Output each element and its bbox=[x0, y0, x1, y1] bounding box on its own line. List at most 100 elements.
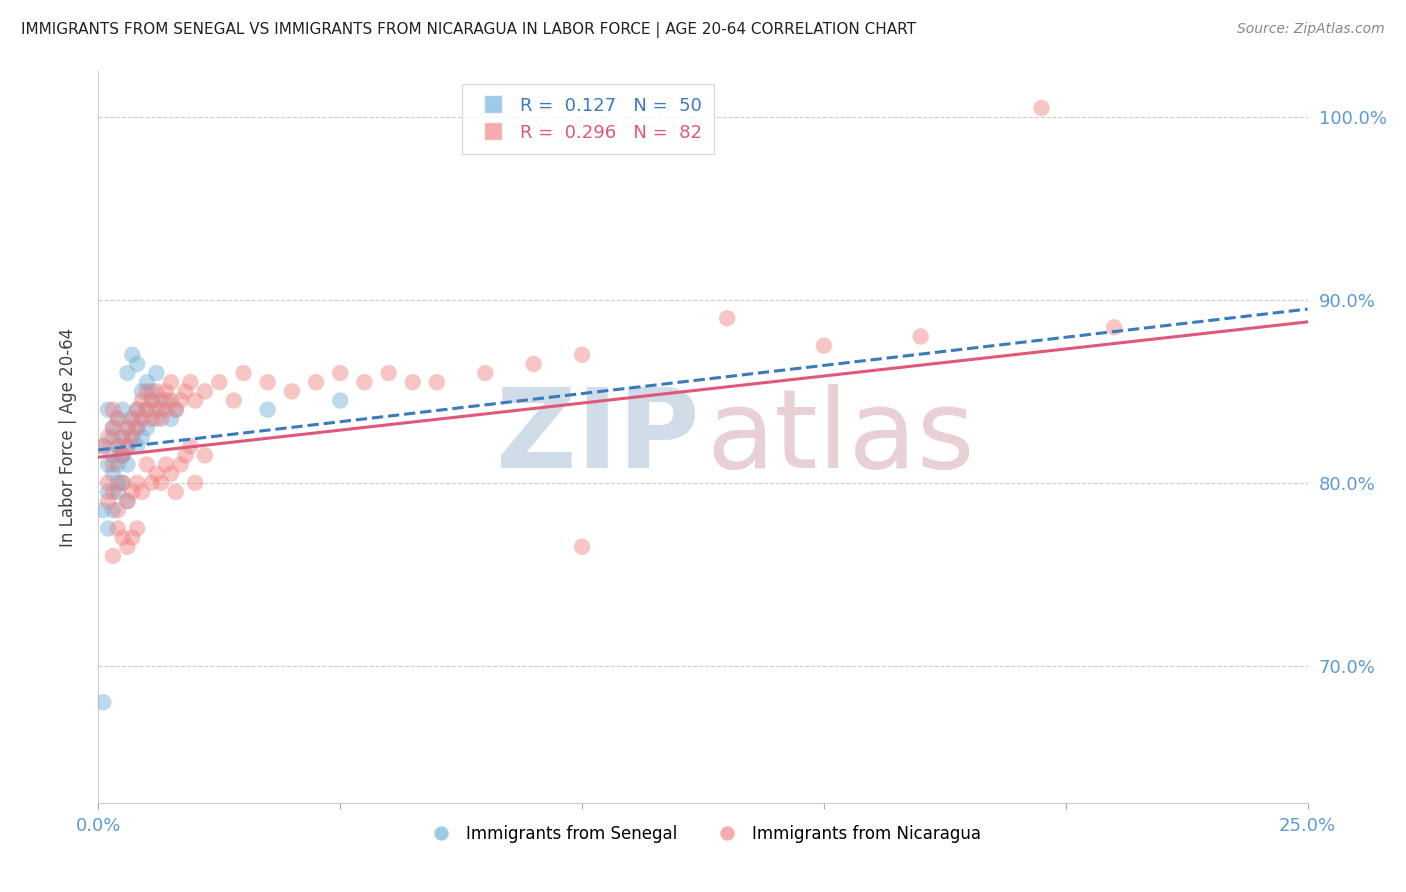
Point bbox=[474, 366, 496, 380]
Point bbox=[174, 448, 197, 462]
Point bbox=[111, 448, 134, 462]
Point bbox=[145, 366, 167, 380]
Point bbox=[910, 329, 932, 343]
Point bbox=[121, 411, 143, 425]
Point bbox=[169, 393, 191, 408]
Point bbox=[107, 475, 129, 490]
Point bbox=[91, 439, 114, 453]
Point bbox=[117, 540, 139, 554]
Point bbox=[121, 430, 143, 444]
Point bbox=[155, 393, 177, 408]
Point bbox=[101, 421, 124, 435]
Point bbox=[127, 357, 149, 371]
Point bbox=[135, 375, 157, 389]
Point bbox=[97, 402, 120, 417]
Point bbox=[127, 475, 149, 490]
Point bbox=[101, 448, 124, 462]
Point bbox=[107, 458, 129, 472]
Point bbox=[127, 439, 149, 453]
Point bbox=[150, 475, 173, 490]
Point bbox=[329, 393, 352, 408]
Point bbox=[256, 402, 278, 417]
Point bbox=[150, 411, 173, 425]
Text: ZIP: ZIP bbox=[496, 384, 699, 491]
Point bbox=[1031, 101, 1053, 115]
Point bbox=[111, 430, 134, 444]
Point bbox=[117, 494, 139, 508]
Point bbox=[135, 421, 157, 435]
Point bbox=[184, 475, 207, 490]
Point bbox=[121, 484, 143, 499]
Point bbox=[208, 375, 231, 389]
Point bbox=[127, 402, 149, 417]
Point bbox=[107, 484, 129, 499]
Point bbox=[111, 448, 134, 462]
Point bbox=[232, 366, 254, 380]
Point bbox=[131, 411, 153, 425]
Point bbox=[135, 384, 157, 399]
Point bbox=[160, 393, 183, 408]
Point bbox=[97, 475, 120, 490]
Point bbox=[101, 484, 124, 499]
Point bbox=[155, 402, 177, 417]
Text: IMMIGRANTS FROM SENEGAL VS IMMIGRANTS FROM NICARAGUA IN LABOR FORCE | AGE 20-64 : IMMIGRANTS FROM SENEGAL VS IMMIGRANTS FR… bbox=[21, 22, 917, 38]
Point bbox=[179, 439, 201, 453]
Point bbox=[101, 503, 124, 517]
Point bbox=[117, 366, 139, 380]
Point bbox=[174, 384, 197, 399]
Point bbox=[107, 439, 129, 453]
Point bbox=[716, 311, 738, 326]
Point bbox=[91, 439, 114, 453]
Point bbox=[117, 421, 139, 435]
Point bbox=[145, 402, 167, 417]
Point bbox=[107, 521, 129, 535]
Point bbox=[155, 384, 177, 399]
Point bbox=[160, 411, 183, 425]
Text: atlas: atlas bbox=[707, 384, 976, 491]
Point bbox=[160, 467, 183, 481]
Point bbox=[141, 393, 163, 408]
Point bbox=[131, 430, 153, 444]
Point bbox=[101, 467, 124, 481]
Point bbox=[101, 430, 124, 444]
Text: Source: ZipAtlas.com: Source: ZipAtlas.com bbox=[1237, 22, 1385, 37]
Point bbox=[160, 375, 183, 389]
Point bbox=[523, 357, 546, 371]
Point bbox=[145, 411, 167, 425]
Point bbox=[101, 421, 124, 435]
Point bbox=[97, 521, 120, 535]
Point bbox=[194, 384, 217, 399]
Point bbox=[131, 393, 153, 408]
Point bbox=[117, 439, 139, 453]
Point bbox=[101, 549, 124, 563]
Legend: Immigrants from Senegal, Immigrants from Nicaragua: Immigrants from Senegal, Immigrants from… bbox=[418, 818, 988, 849]
Point bbox=[256, 375, 278, 389]
Point bbox=[131, 484, 153, 499]
Point bbox=[135, 458, 157, 472]
Point bbox=[141, 393, 163, 408]
Point bbox=[179, 375, 201, 389]
Point bbox=[135, 402, 157, 417]
Point bbox=[169, 458, 191, 472]
Point bbox=[117, 458, 139, 472]
Point bbox=[107, 411, 129, 425]
Point bbox=[91, 503, 114, 517]
Point bbox=[165, 484, 187, 499]
Point bbox=[127, 402, 149, 417]
Point bbox=[111, 430, 134, 444]
Point bbox=[150, 402, 173, 417]
Point bbox=[127, 521, 149, 535]
Point bbox=[101, 402, 124, 417]
Point bbox=[402, 375, 425, 389]
Point bbox=[107, 411, 129, 425]
Point bbox=[111, 475, 134, 490]
Point bbox=[131, 411, 153, 425]
Point bbox=[107, 503, 129, 517]
Point bbox=[111, 475, 134, 490]
Point bbox=[165, 402, 187, 417]
Point bbox=[97, 484, 120, 499]
Point bbox=[141, 384, 163, 399]
Point bbox=[107, 439, 129, 453]
Point bbox=[165, 402, 187, 417]
Point bbox=[117, 421, 139, 435]
